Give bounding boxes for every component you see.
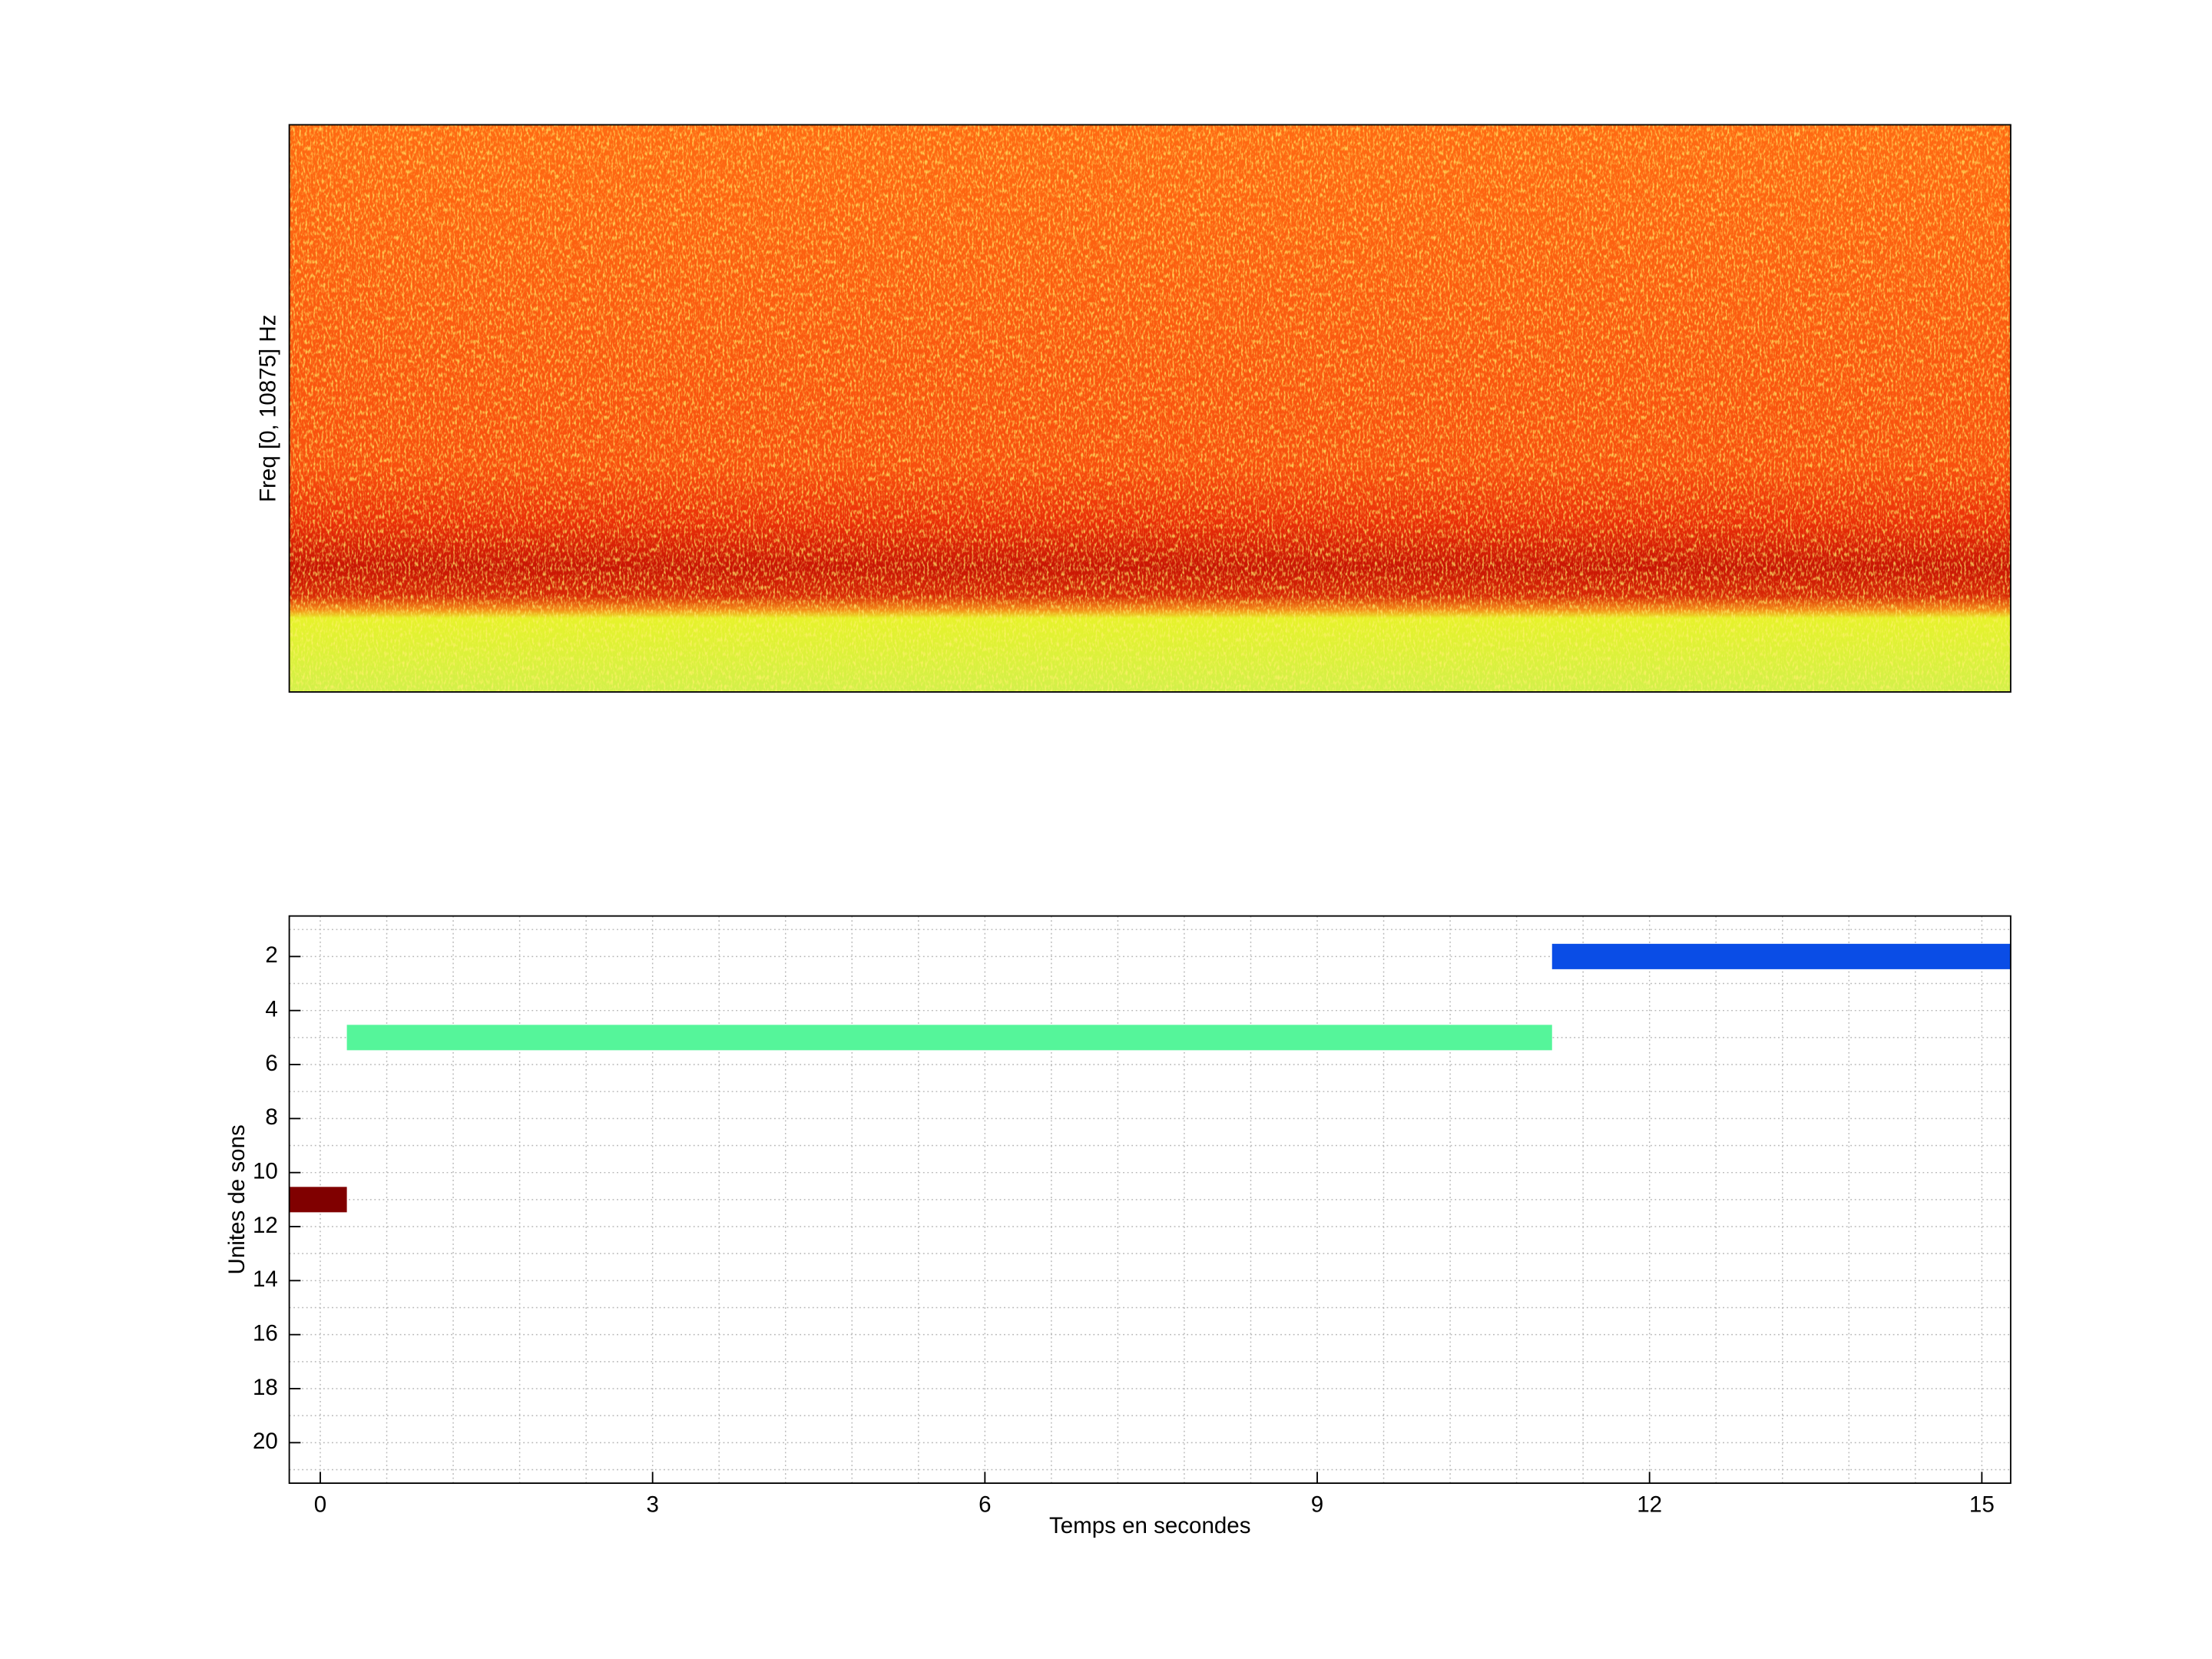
- y-axis-label: Freq [0, 10875] Hz: [256, 314, 281, 502]
- y-tick-label: 14: [253, 1267, 278, 1292]
- y-tick-label: 20: [253, 1429, 278, 1454]
- timeline-panel: 0 3 6 9 12 15 2 4 6 8 10 12 14 16 18 20 Temps en seconde…: [224, 915, 2012, 1538]
- y-tick-label: 6: [265, 1051, 277, 1076]
- y-tick-label: 16: [253, 1320, 278, 1346]
- x-tick-label: 12: [1637, 1492, 1662, 1517]
- y-tick-label: 18: [253, 1375, 278, 1400]
- spectrogram-panel: Freq [0, 10875] Hz: [256, 124, 2012, 693]
- x-tick-label: 6: [979, 1492, 991, 1517]
- x-axis-label: Temps en secondes: [1049, 1513, 1251, 1538]
- spectrogram-texture: [289, 124, 2011, 692]
- x-tick-label: 9: [1311, 1492, 1323, 1517]
- x-tick-label: 0: [314, 1492, 326, 1517]
- segment-bar: [289, 1187, 347, 1213]
- y-axis-label: Unites de sons: [224, 1124, 250, 1274]
- segment-bar: [1551, 943, 2011, 969]
- x-tick-label: 15: [1969, 1492, 1995, 1517]
- y-tick-label: 2: [265, 942, 277, 968]
- axes-box: [288, 915, 2012, 1485]
- y-tick-label: 12: [253, 1213, 278, 1238]
- segment-bar: [346, 1025, 1552, 1051]
- y-tick-label: 8: [265, 1104, 277, 1130]
- y-tick-label: 10: [253, 1158, 278, 1184]
- x-tick-label: 3: [646, 1492, 658, 1517]
- axes-box: [288, 124, 2012, 693]
- y-tick-label: 4: [265, 996, 277, 1022]
